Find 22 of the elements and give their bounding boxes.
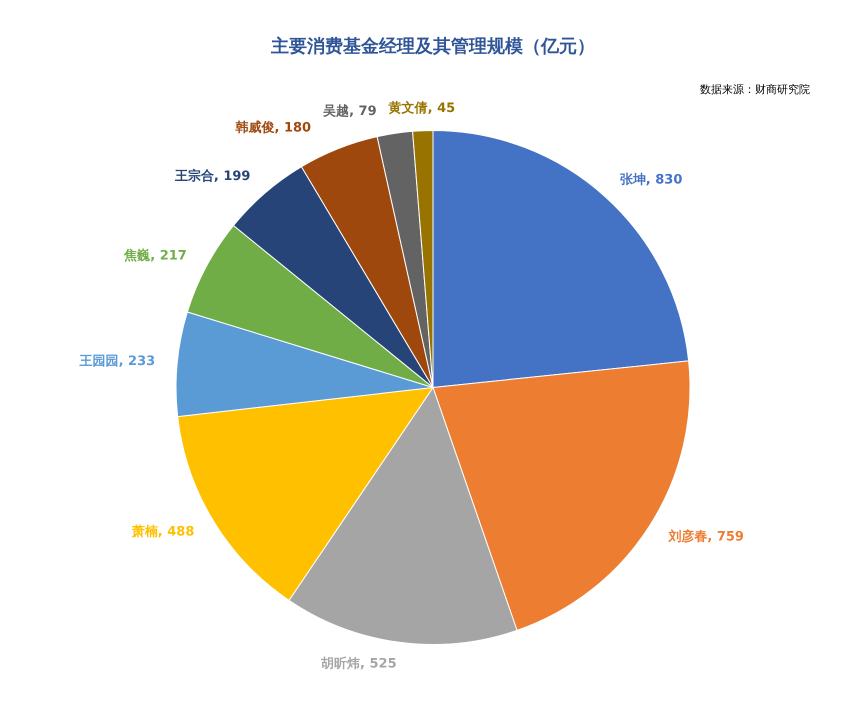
slice-label: 焦巍: [123, 248, 150, 264]
slice-label: 韩威俊: [234, 120, 276, 136]
data-label: , 759: [707, 530, 744, 545]
data-label: , 488: [158, 524, 194, 540]
data-label: , 45: [428, 101, 456, 116]
slice-label: 张坤: [620, 172, 646, 188]
slice-label: 王园园: [78, 354, 119, 370]
slice-label: 吴越: [322, 104, 350, 119]
data-label: , 830: [646, 172, 682, 188]
source-note: 数据来源：财商研究院: [700, 82, 810, 97]
slice-label: 萧楠: [130, 524, 158, 540]
data-label: , 180: [274, 120, 312, 136]
data-label: , 199: [214, 168, 250, 184]
slice-label: 刘彦春: [667, 528, 708, 545]
data-label: , 233: [118, 354, 156, 370]
data-label: , 79: [349, 104, 377, 119]
data-label: , 525: [360, 656, 397, 672]
slice-label: 王宗合: [174, 168, 214, 184]
slice-label: 黄文倩: [388, 100, 428, 116]
chart-title: 主要消费基金经理及其管理规模（亿元）: [270, 35, 596, 58]
data-label: , 217: [150, 248, 187, 264]
slice-label: 胡昕炜: [320, 655, 360, 672]
